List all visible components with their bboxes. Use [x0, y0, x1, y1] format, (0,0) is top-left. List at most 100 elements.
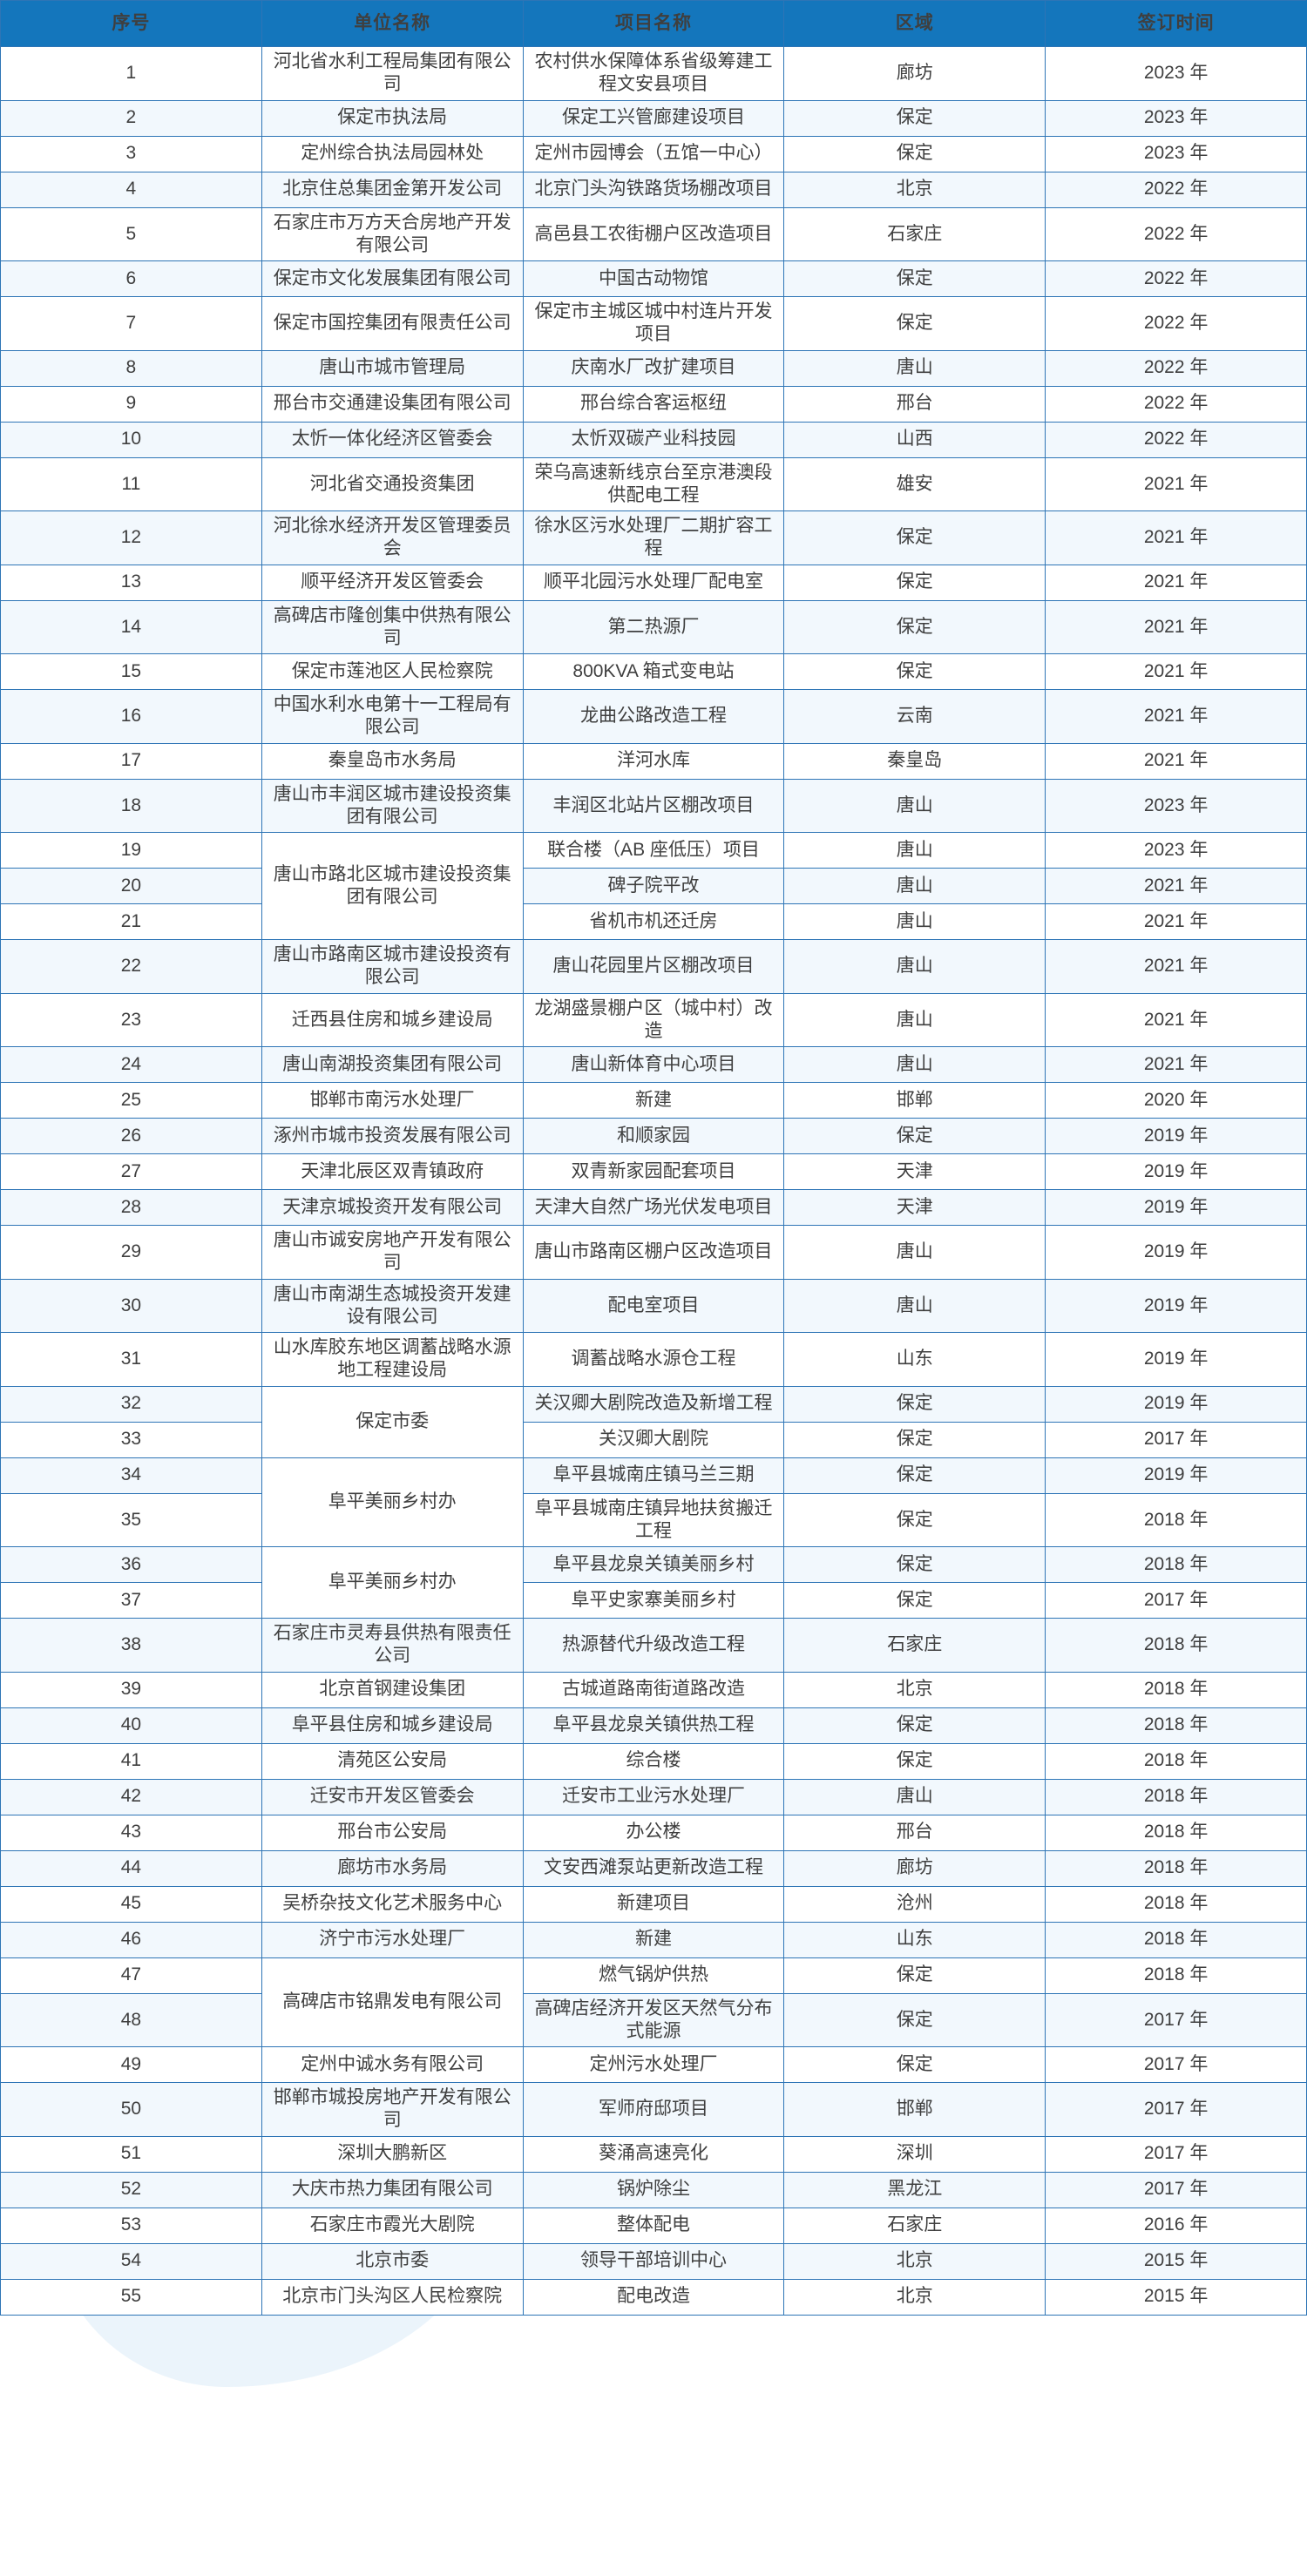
- col-header-date: 签订时间: [1045, 0, 1307, 47]
- cell-date: 2018 年: [1045, 1849, 1307, 1887]
- cell-unit: 深圳大鹏新区: [261, 2135, 524, 2173]
- table-row: 3 定州综合执法局园林处 定州市园博会（五馆一中心） 保定 2023 年: [0, 135, 1307, 172]
- cell-unit: 涿州市城市投资发展有限公司: [261, 1118, 524, 1154]
- col-header-unit: 单位名称: [261, 0, 524, 47]
- cell-unit: 北京住总集团金第开发公司: [261, 171, 524, 208]
- cell-region: 保定: [783, 2046, 1046, 2083]
- cell-date: 2020 年: [1045, 1082, 1307, 1119]
- cell-project: 新建: [522, 1921, 785, 1958]
- cell-unit: 唐山市城市管理局: [261, 349, 524, 387]
- cell-project: 保定工兴管廊建设项目: [522, 99, 785, 137]
- cell-region: 保定: [783, 1385, 1046, 1423]
- cell-project: 唐山市路南区棚户区改造项目: [522, 1225, 785, 1280]
- table-row: 25 邯郸市南污水处理厂 新建 邯郸 2020 年: [0, 1082, 1307, 1119]
- cell-no: 53: [0, 2207, 262, 2244]
- cell-no: 44: [0, 1849, 262, 1887]
- cell-no: 45: [0, 1885, 262, 1923]
- cell-date: 2015 年: [1045, 2278, 1307, 2316]
- cell-no: 13: [0, 564, 262, 601]
- cell-unit: 石家庄市霞光大剧院: [261, 2207, 524, 2244]
- cell-region: 保定: [783, 599, 1046, 654]
- cell-region: 云南: [783, 689, 1046, 744]
- cell-project: 古城道路南街道路改造: [522, 1671, 785, 1708]
- table-row: 20 碑子院平改 唐山 2021 年: [0, 868, 1307, 904]
- table-row: 47 高碑店市铭鼎发电有限公司 燃气锅炉供热 保定 2018 年: [0, 1957, 1307, 2047]
- cell-region: 山东: [783, 1921, 1046, 1958]
- cell-unit: 迁安市开发区管委会: [261, 1778, 524, 1815]
- cell-unit: 阜平美丽乡村办: [261, 1546, 524, 1619]
- cell-no: 14: [0, 599, 262, 654]
- table-row: 19 唐山市路北区城市建设投资集团有限公司 联合楼（AB 座低压）项目 唐山 2023 …: [0, 832, 1307, 940]
- cell-no: 7: [0, 296, 262, 351]
- cell-region: 唐山: [783, 1778, 1046, 1815]
- cell-unit: 邯郸市城投房地产开发有限公司: [261, 2082, 524, 2137]
- cell-date: 2018 年: [1045, 1742, 1307, 1780]
- cell-date: 2017 年: [1045, 1582, 1307, 1619]
- cell-project: 农村供水保障体系省级筹建工程文安县项目: [522, 46, 785, 101]
- cell-date: 2021 年: [1045, 456, 1307, 511]
- cell-project: 关汉卿大剧院改造及新增工程: [522, 1385, 785, 1423]
- cell-project: 中国古动物馆: [522, 260, 785, 297]
- cell-no: 31: [0, 1332, 262, 1387]
- cell-project: 高碑店经济开发区天然气分布式能源: [522, 1992, 785, 2047]
- cell-region: 保定: [783, 135, 1046, 172]
- cell-no: 39: [0, 1671, 262, 1708]
- cell-no: 2: [0, 99, 262, 137]
- table-row: 1 河北省水利工程局集团有限公司 农村供水保障体系省级筹建工程文安县项目 廊坊 2023…: [0, 46, 1307, 101]
- cell-project: 综合楼: [522, 1742, 785, 1780]
- cell-region: 保定: [783, 260, 1046, 297]
- cell-project: 保定市主城区城中村连片开发项目: [522, 296, 785, 351]
- cell-no: 36: [0, 1546, 262, 1583]
- cell-project: 迁安市工业污水处理厂: [522, 1778, 785, 1815]
- cell-region: 邯郸: [783, 2082, 1046, 2137]
- table-row: 51 深圳大鹏新区 葵涌高速亮化 深圳 2017 年: [0, 2135, 1307, 2173]
- cell-no: 37: [0, 1582, 262, 1619]
- cell-no: 16: [0, 689, 262, 744]
- cell-no: 30: [0, 1278, 262, 1333]
- cell-unit: 高碑店市隆创集中供热有限公司: [261, 599, 524, 654]
- cell-project: 洋河水库: [522, 742, 785, 780]
- table-header-row: 序号 单位名称 项目名称 区域 签订时间: [0, 0, 1307, 47]
- cell-unit: 北京市委: [261, 2242, 524, 2280]
- cell-no: 43: [0, 1814, 262, 1851]
- cell-no: 27: [0, 1153, 262, 1190]
- cell-no: 42: [0, 1778, 262, 1815]
- cell-date: 2022 年: [1045, 385, 1307, 423]
- table-row: 33 关汉卿大剧院 保定 2017 年: [0, 1421, 1307, 1458]
- cell-unit: 阜平美丽乡村办: [261, 1457, 524, 1547]
- cell-unit: 天津北辰区双青镇政府: [261, 1153, 524, 1190]
- table-row: 49 定州中诚水务有限公司 定州污水处理厂 保定 2017 年: [0, 2046, 1307, 2083]
- cell-unit: 保定市国控集团有限责任公司: [261, 296, 524, 351]
- cell-date: 2018 年: [1045, 1921, 1307, 1958]
- cell-region: 保定: [783, 1457, 1046, 1494]
- cell-unit: 清苑区公安局: [261, 1742, 524, 1780]
- cell-date: 2021 年: [1045, 564, 1307, 601]
- cell-no: 19: [0, 832, 262, 869]
- cell-unit: 中国水利水电第十一工程局有限公司: [261, 689, 524, 744]
- cell-date: 2018 年: [1045, 1618, 1307, 1673]
- cell-project: 新建项目: [522, 1885, 785, 1923]
- cell-date: 2021 年: [1045, 903, 1307, 940]
- cell-date: 2023 年: [1045, 46, 1307, 101]
- cell-project: 葵涌高速亮化: [522, 2135, 785, 2173]
- cell-project: 新建: [522, 1082, 785, 1119]
- cell-project: 800KVA 箱式变电站: [522, 653, 785, 690]
- cell-region: 邢台: [783, 385, 1046, 423]
- cell-project: 荣乌高速新线京台至京港澳段供配电工程: [522, 456, 785, 511]
- table-row: 26 涿州市城市投资发展有限公司 和顺家园 保定 2019 年: [0, 1118, 1307, 1154]
- cell-region: 北京: [783, 171, 1046, 208]
- table-row: 28 天津京城投资开发有限公司 天津大自然广场光伏发电项目 天津 2019 年: [0, 1189, 1307, 1226]
- table-row: 12 河北徐水经济开发区管理委员会 徐水区污水处理厂二期扩容工程 保定 2021 年: [0, 510, 1307, 565]
- cell-project: 阜平县城南庄镇马兰三期: [522, 1457, 785, 1494]
- cell-date: 2017 年: [1045, 2082, 1307, 2137]
- cell-no: 34: [0, 1457, 262, 1494]
- cell-no: 22: [0, 939, 262, 994]
- table-row: 32 保定市委 关汉卿大剧院改造及新增工程 保定 2019 年: [0, 1385, 1307, 1458]
- cell-date: 2022 年: [1045, 260, 1307, 297]
- cell-no: 23: [0, 992, 262, 1047]
- cell-region: 保定: [783, 564, 1046, 601]
- cell-project: 和顺家园: [522, 1118, 785, 1154]
- cell-unit: 秦皇岛市水务局: [261, 742, 524, 780]
- cell-region: 保定: [783, 1957, 1046, 1994]
- cell-project: 阜平史家寨美丽乡村: [522, 1582, 785, 1619]
